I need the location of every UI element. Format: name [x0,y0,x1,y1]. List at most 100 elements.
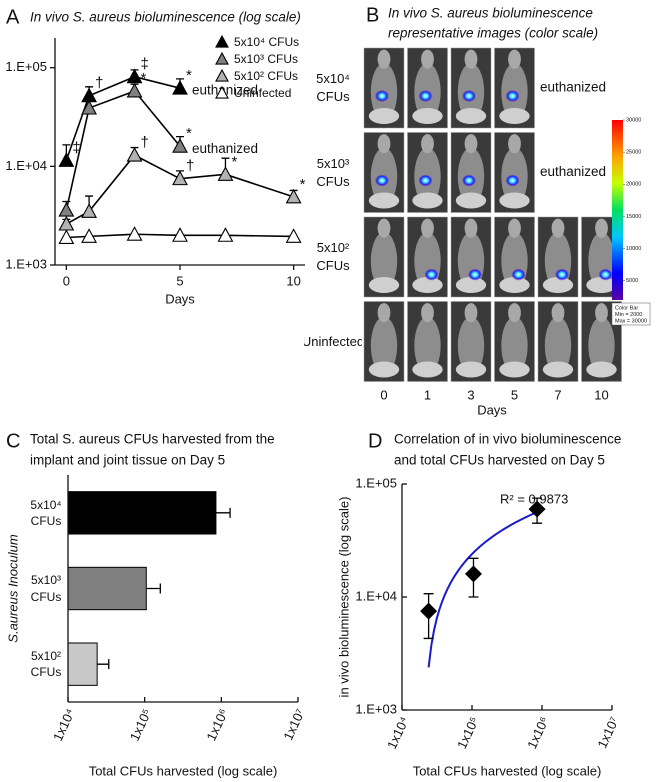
mouse-head [508,49,521,69]
fit-curve [427,511,538,668]
point [81,99,98,115]
point [58,201,75,217]
mouse-legs [412,277,443,293]
signal [462,90,476,102]
column-label: 10 [594,387,608,402]
colorbar-tick-label: 15000 [626,214,641,220]
panel-label: A [6,6,20,28]
mouse-head [421,218,434,238]
series-line [65,90,181,211]
row-label: 5x10³ CFUs [316,155,350,189]
colorbar-tick-label: 20000 [626,182,641,188]
mouse-legs [499,192,530,209]
mouse-legs [368,108,400,124]
error-bar [97,659,110,670]
error-bar [215,507,231,518]
x-axis-label: Total CFUs harvested (log scale) [413,763,602,778]
mouse-body [544,316,572,375]
bar [67,566,147,611]
legend-marker [215,51,229,65]
signal [375,90,389,102]
mouse-head [464,49,478,69]
x-axis-label: Days [165,291,195,306]
signal [598,268,613,281]
y-tick-label: 1.E+05 [355,475,397,490]
x-axis-label: Days [477,402,507,417]
point [285,228,302,243]
mouse-legs [542,277,574,293]
x-tick-label: 1x10⁵ [454,714,482,751]
chart-title: In vivo S. aureus bioluminescence [388,6,593,21]
mouse-legs [412,192,443,209]
mouse-legs [412,108,443,124]
row-label-box: 5x10² CFUs [316,240,350,273]
x-tick-label: 0 [63,273,70,288]
column-label: 0 [380,387,387,402]
mouse-body [501,316,528,375]
mouse-head [595,303,608,323]
signal [505,90,520,102]
x-tick-label: 1x10⁶ [203,706,231,743]
point [81,203,98,218]
mouse-body [370,232,398,290]
x-tick-label: 10 [286,273,300,288]
significance-mark: † [95,75,103,92]
mouse-legs [368,361,400,378]
y-axis-label: in vivo bioluminescence (log scale) [336,497,351,698]
mouse-body [414,316,441,375]
point [58,229,75,245]
mouse-legs [499,361,530,378]
legend-label: 5x10⁴ CFUs [234,35,299,49]
point [126,68,143,84]
y-tick-label: 1.E+05 [5,59,47,74]
point [126,226,143,241]
point [217,227,234,242]
mouse-head [421,303,434,323]
legend-label: 5x10³ CFUs [234,52,298,66]
point [126,82,143,98]
mouse-head [377,303,391,323]
colorbar-caption: Max = 30000 [615,318,647,324]
row-label: Uninfected [304,333,362,349]
significance-mark: * [186,125,192,142]
point [464,565,482,583]
y-tick-label-box: 5x10² CFUs [31,649,62,679]
bar [67,642,98,686]
series-line [65,154,294,225]
y-tick-label: 1.E+03 [355,701,397,716]
mouse-head [377,49,391,69]
mouse-legs [586,361,617,378]
row-label: 5x10⁴ CFUs [316,71,350,104]
y-axis-label: S.aureus Inoculum [5,534,20,643]
column-label: 3 [467,387,474,402]
panel-label: B [366,4,379,26]
y-tick-label-box: 5x10³ CFUs [31,573,62,603]
colorbar-tick-label: 30000 [626,117,641,123]
signal [511,268,526,281]
mouse-head [421,49,434,69]
significance-mark: † [186,158,194,175]
mouse-legs [455,277,487,293]
mouse-head [377,134,391,154]
significance-mark: * [141,70,147,87]
legend-marker [215,68,229,82]
error-bar [146,583,161,594]
x-tick-label: 1x10⁴ [384,714,412,751]
significance-mark: * [231,153,237,170]
mouse-legs [368,192,400,209]
significance-mark: ‡ [72,139,80,156]
end-label: euthanized [192,83,258,98]
mouse-body [588,316,615,375]
legend-label: Uninfected [234,86,291,100]
row-label: 5x10² CFUs [316,240,350,273]
mouse-head [508,303,521,323]
signal [424,268,439,281]
mouse-legs [412,361,443,378]
point [217,166,234,181]
mouse-head [377,218,391,238]
legend-marker [215,34,229,48]
chart-title: and total CFUs harvested on Day 5 [394,453,605,468]
mouse-head [551,303,565,323]
annotation: R² = 0.9873 [500,491,568,506]
row-label-box: Uninfected [304,333,362,349]
